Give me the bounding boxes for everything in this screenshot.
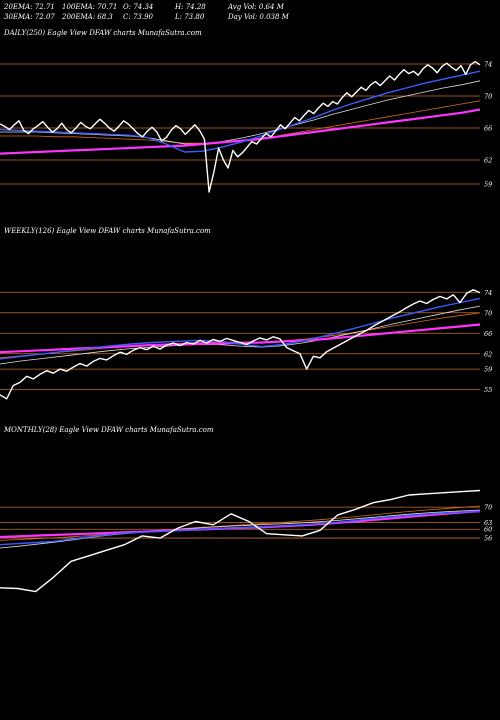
monthly-tick-label: 56: [484, 535, 492, 543]
daily-price-line: [0, 60, 481, 193]
daily-tick-label: 59: [484, 181, 492, 189]
monthly-price-line: [0, 489, 481, 593]
weekly-tick-label: 62: [484, 350, 492, 358]
monthly-ema-fast-line: [0, 510, 481, 546]
monthly-tick-label: 60: [484, 526, 492, 534]
daily-tick-label: 74: [484, 61, 492, 69]
daily-tick-label: 66: [484, 125, 492, 133]
hdr-ema20: 20EMA: 72.71: [4, 3, 55, 11]
hdr-close: C: 73.90: [123, 13, 153, 21]
hdr-ema100: 100EMA: 70.71: [62, 3, 118, 11]
hdr-high: H: 74.28: [175, 3, 206, 11]
daily-tick-label: 62: [484, 157, 492, 165]
hdr-avgvol: Avg Vol: 0.64 M: [228, 3, 284, 11]
monthly-panel: MONTHLY(28) Eagle View DFAW charts Munaf…: [0, 426, 492, 593]
weekly-panel: WEEKLY(126) Eagle View DFAW charts Munaf…: [0, 227, 492, 400]
weekly-tick-label: 59: [484, 366, 492, 374]
hdr-dayvol: Day Vol: 0.038 M: [228, 13, 289, 21]
weekly-tick-label: 55: [484, 386, 492, 394]
monthly-ema-slow-line: [0, 505, 481, 541]
daily-tick-label: 70: [484, 93, 492, 101]
weekly-ema-mid-line: [0, 305, 481, 365]
monthly-title: MONTHLY(28) Eagle View DFAW charts Munaf…: [3, 426, 214, 434]
weekly-price-line: [0, 289, 481, 400]
daily-panel: DAILY(250) Eagle View DFAW charts Munafa…: [0, 29, 492, 193]
daily-title: DAILY(250) Eagle View DFAW charts Munafa…: [3, 29, 202, 37]
monthly-tick-label: 70: [484, 504, 492, 512]
daily-ema-slow-line: [0, 100, 481, 144]
daily-ema-long-line: [0, 108, 481, 155]
weekly-ema-fast-line: [0, 297, 481, 360]
hdr-ema200: 200EMA: 68.3: [62, 13, 113, 21]
monthly-ema-mid-line: [0, 509, 481, 549]
weekly-title: WEEKLY(126) Eagle View DFAW charts Munaf…: [4, 227, 211, 235]
weekly-ema-long-line: [0, 323, 481, 354]
daily-ema-mid-line: [0, 80, 481, 145]
weekly-tick-label: 66: [484, 330, 492, 338]
weekly-tick-label: 74: [484, 289, 492, 297]
hdr-ema30: 30EMA: 72.07: [4, 13, 55, 21]
hdr-open: O: 74.34: [123, 3, 154, 11]
monthly-tick-label: 63: [484, 519, 492, 527]
daily-ema-fast-line: [0, 70, 481, 153]
hdr-low: L: 73.80: [175, 13, 205, 21]
weekly-tick-label: 70: [484, 309, 492, 317]
